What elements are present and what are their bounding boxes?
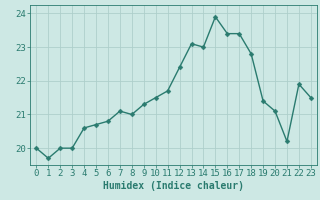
- X-axis label: Humidex (Indice chaleur): Humidex (Indice chaleur): [103, 181, 244, 191]
